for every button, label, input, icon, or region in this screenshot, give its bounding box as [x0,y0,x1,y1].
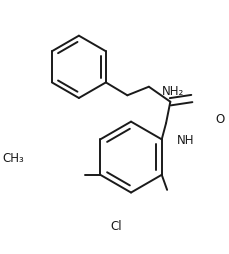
Text: NH₂: NH₂ [161,85,183,98]
Text: CH₃: CH₃ [2,152,24,165]
Text: NH: NH [176,134,193,148]
Text: Cl: Cl [110,220,122,233]
Text: O: O [214,113,224,126]
